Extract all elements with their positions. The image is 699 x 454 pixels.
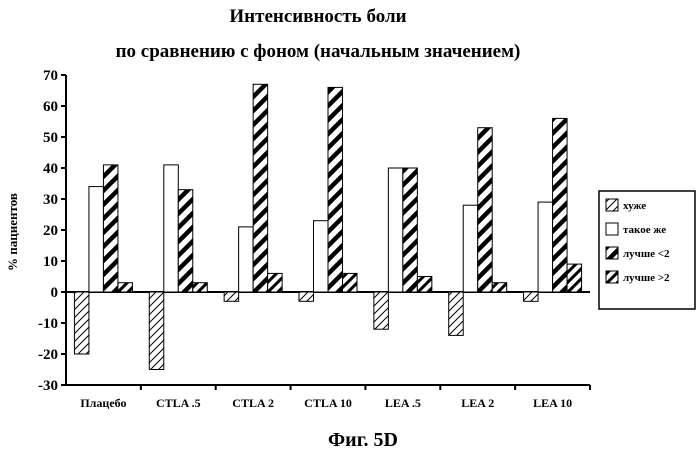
bar — [177, 189, 194, 293]
bar — [387, 167, 404, 293]
legend-label: такое же — [623, 224, 666, 236]
bar — [148, 291, 165, 370]
category-label: LEA .5 — [385, 396, 421, 410]
bar — [73, 291, 90, 355]
legend-swatch — [605, 198, 619, 212]
bar — [477, 127, 493, 293]
bar — [298, 291, 314, 302]
bar — [566, 263, 583, 293]
y-tick-label: -30 — [38, 378, 58, 394]
y-tick-label: 30 — [43, 192, 58, 208]
bar — [117, 282, 133, 293]
category-labels: Плацебо CTLA .5 CTLA 2 CTLA 10 LEA .5 LEA 2 LE… — [80, 396, 572, 410]
category-label: LEA 2 — [461, 396, 494, 410]
bar — [491, 282, 508, 293]
bar — [373, 291, 389, 330]
bar — [192, 282, 208, 293]
y-tick-label: 10 — [43, 254, 58, 270]
legend-label: лучше >2 — [623, 272, 670, 284]
y-tick-label: 50 — [43, 130, 58, 146]
y-axis-label: % пациентов — [5, 193, 20, 271]
figure-caption: Фиг. 5D — [328, 429, 398, 451]
legend-swatch — [605, 222, 619, 236]
chart-title: Интенсивность боли по сравнению с фоном (… — [116, 6, 521, 62]
bar — [267, 272, 283, 293]
y-tick-label: -20 — [38, 347, 58, 363]
bar — [402, 167, 418, 293]
chart-title-line: по сравнению с фоном (начальным значение… — [116, 41, 521, 62]
legend: хуже такое же лучше <2 лучше >2 — [598, 190, 696, 310]
chart-title-line: Интенсивность боли — [229, 6, 406, 27]
bar — [552, 117, 568, 293]
y-tick-label: 40 — [43, 161, 58, 177]
y-tick-label: 20 — [43, 223, 58, 239]
bar — [342, 272, 358, 293]
legend-label: лучше <2 — [623, 248, 670, 260]
legend-swatch — [605, 270, 619, 284]
legend-label: хуже — [623, 200, 646, 212]
y-tick-label: 0 — [51, 285, 59, 301]
bar — [252, 83, 269, 293]
bar — [313, 220, 329, 293]
y-tick-label: 60 — [43, 99, 58, 115]
bars — [73, 83, 591, 390]
y-axis-title: % пациентов — [5, 193, 20, 271]
bar — [537, 201, 554, 293]
bar — [448, 291, 464, 336]
y-tick-label: 70 — [43, 68, 58, 84]
category-label: Плацебо — [80, 396, 126, 410]
category-label: CTLA .5 — [156, 396, 201, 410]
category-label: CTLA 10 — [304, 396, 352, 410]
category-label: LEA 10 — [533, 396, 572, 410]
bar — [462, 204, 479, 293]
bar — [238, 226, 254, 293]
bar — [163, 164, 179, 293]
bar — [88, 186, 104, 293]
legend-swatch — [605, 246, 619, 260]
bar — [102, 164, 119, 293]
bar — [416, 276, 433, 293]
y-tick-label: -10 — [38, 316, 58, 332]
bar — [327, 86, 343, 293]
bar — [523, 291, 539, 302]
category-label: CTLA 2 — [232, 396, 274, 410]
bar — [223, 291, 240, 302]
